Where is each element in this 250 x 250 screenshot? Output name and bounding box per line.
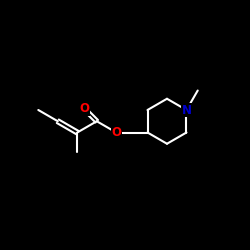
Text: N: N: [182, 104, 192, 117]
Text: O: O: [80, 102, 90, 116]
Text: O: O: [111, 126, 121, 139]
